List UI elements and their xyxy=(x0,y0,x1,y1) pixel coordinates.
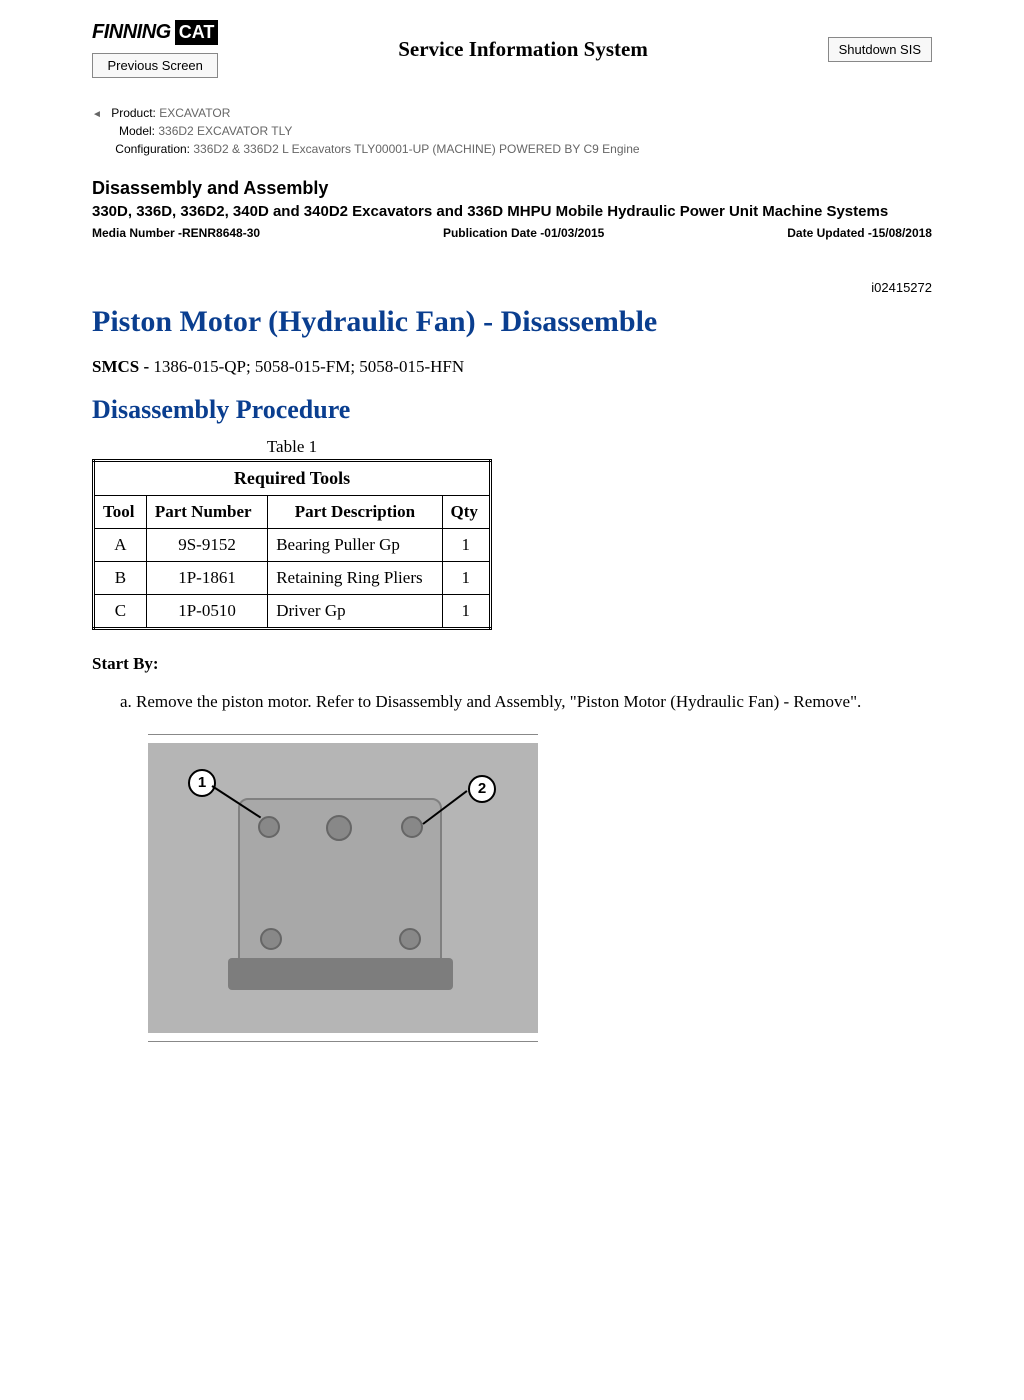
callout-2: 2 xyxy=(468,775,496,803)
required-tools-table: Required Tools Tool Part Number Part Des… xyxy=(92,459,492,630)
date-updated: Date Updated -15/08/2018 xyxy=(787,226,932,240)
table-caption: Table 1 xyxy=(92,437,492,457)
meta-config-label: Configuration: xyxy=(92,142,190,156)
table-required-header: Required Tools xyxy=(94,461,491,496)
media-number: Media Number -RENR8648-30 xyxy=(92,226,260,240)
cell-desc: Retaining Ring Pliers xyxy=(268,562,442,595)
callout-1: 1 xyxy=(188,769,216,797)
table-row: B 1P-1861 Retaining Ring Pliers 1 xyxy=(94,562,491,595)
publication-date: Publication Date -01/03/2015 xyxy=(443,226,604,240)
product-meta-block: ◄Product: EXCAVATOR Model: 336D2 EXCAVAT… xyxy=(92,106,932,156)
cell-qty: 1 xyxy=(442,595,490,629)
table-row: C 1P-0510 Driver Gp 1 xyxy=(94,595,491,629)
doc-id: i02415272 xyxy=(92,280,932,295)
brand-logo: FINNING CAT xyxy=(92,20,218,45)
article-title: Piston Motor (Hydraulic Fan) - Disassemb… xyxy=(92,305,932,339)
procedure-heading: Disassembly Procedure xyxy=(92,395,932,425)
cell-partnum: 9S-9152 xyxy=(146,529,267,562)
figure-1: 1 2 xyxy=(148,734,932,1042)
smcs-codes: 1386-015-QP; 5058-015-FM; 5058-015-HFN xyxy=(153,357,464,376)
meta-product-value: EXCAVATOR xyxy=(159,106,230,120)
back-arrow-icon[interactable]: ◄ xyxy=(92,109,102,120)
smcs-label: SMCS - xyxy=(92,357,149,376)
shutdown-sis-button[interactable]: Shutdown SIS xyxy=(828,37,932,62)
meta-product-label: Product: xyxy=(104,106,156,120)
meta-config-value: 336D2 & 336D2 L Excavators TLY00001-UP (… xyxy=(193,142,639,156)
figure-divider xyxy=(148,734,538,735)
figure-divider xyxy=(148,1041,538,1042)
previous-screen-button[interactable]: Previous Screen xyxy=(92,53,218,78)
cell-tool: C xyxy=(94,595,147,629)
cell-tool: A xyxy=(94,529,147,562)
meta-model-value: 336D2 EXCAVATOR TLY xyxy=(158,124,292,138)
start-by-label: Start By: xyxy=(92,654,932,674)
section-heading: Disassembly and Assembly xyxy=(92,178,932,199)
cell-partnum: 1P-1861 xyxy=(146,562,267,595)
col-partnum: Part Number xyxy=(146,496,267,529)
table-row: A 9S-9152 Bearing Puller Gp 1 xyxy=(94,529,491,562)
cell-partnum: 1P-0510 xyxy=(146,595,267,629)
col-tool: Tool xyxy=(94,496,147,529)
sis-title: Service Information System xyxy=(238,37,807,62)
step-a: Remove the piston motor. Refer to Disass… xyxy=(136,691,932,714)
section-subheading: 330D, 336D, 336D2, 340D and 340D2 Excava… xyxy=(92,201,932,222)
col-desc: Part Description xyxy=(268,496,442,529)
logo-cat-text: CAT xyxy=(175,20,219,45)
smcs-line: SMCS - 1386-015-QP; 5058-015-FM; 5058-01… xyxy=(92,357,932,377)
cell-qty: 1 xyxy=(442,562,490,595)
step-list: Remove the piston motor. Refer to Disass… xyxy=(92,691,932,714)
cell-desc: Driver Gp xyxy=(268,595,442,629)
cell-desc: Bearing Puller Gp xyxy=(268,529,442,562)
meta-model-label: Model: xyxy=(92,124,155,138)
col-qty: Qty xyxy=(442,496,490,529)
figure-image: 1 2 xyxy=(148,743,538,1033)
cell-tool: B xyxy=(94,562,147,595)
logo-finning-text: FINNING xyxy=(92,21,171,44)
cell-qty: 1 xyxy=(442,529,490,562)
